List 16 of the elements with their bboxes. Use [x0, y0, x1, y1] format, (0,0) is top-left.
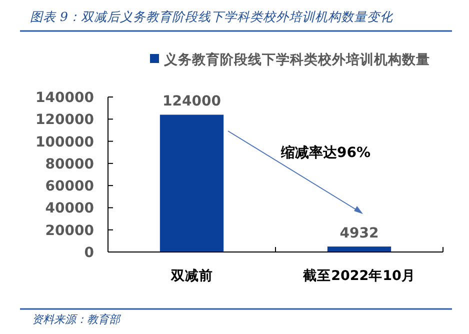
chart-title: 图表 9：双减后义务教育阶段线下学科类校外培训机构数量变化 [30, 9, 394, 24]
x-tick-label: 双减前 [170, 268, 213, 284]
y-tick-label: 100000 [36, 134, 94, 150]
y-tick-label: 20000 [45, 222, 94, 239]
x-tick-label: 截至2022年10月 [302, 268, 416, 284]
y-tick-label: 120000 [36, 112, 94, 128]
text: 资料来源：教育部 [32, 313, 122, 326]
data-label: 124000 [162, 94, 222, 110]
legend-label: 义务教育阶段线下学科类校外培训机构数量 [163, 51, 430, 68]
y-tick-label: 0 [84, 245, 94, 261]
y-tick-label: 140000 [36, 90, 94, 106]
y-tick-label: 80000 [45, 156, 94, 172]
data-label: 4932 [340, 226, 379, 242]
y-tick-label: 40000 [45, 200, 94, 217]
y-tick-label: 60000 [45, 178, 94, 195]
annotation: 缩减率达96% [280, 144, 371, 161]
